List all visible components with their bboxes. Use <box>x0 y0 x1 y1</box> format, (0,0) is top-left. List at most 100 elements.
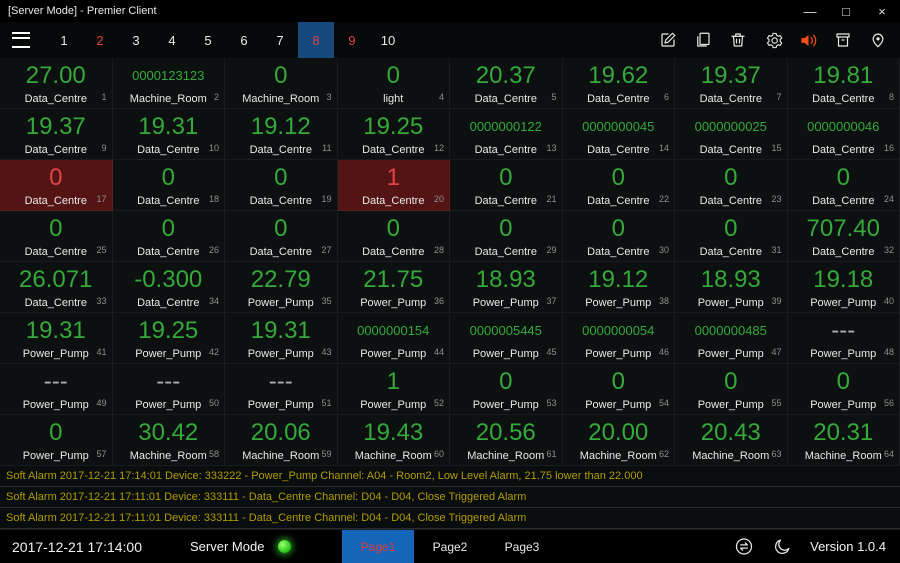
grid-cell-25[interactable]: 0 Data_Centre 25 <box>0 211 113 262</box>
maximize-button[interactable]: □ <box>842 3 850 19</box>
toolbar-page-9[interactable]: 9 <box>348 32 356 48</box>
delete-icon[interactable] <box>728 30 748 50</box>
grid-cell-8[interactable]: 19.81 Data_Centre 8 <box>787 58 900 109</box>
grid-cell-21[interactable]: 0 Data_Centre 21 <box>450 160 563 211</box>
grid-cell-33[interactable]: 26.071 Data_Centre 33 <box>0 262 113 313</box>
grid-cell-29[interactable]: 0 Data_Centre 29 <box>450 211 563 262</box>
moon-icon[interactable] <box>772 537 792 557</box>
grid-cell-63[interactable]: 20.43 Machine_Room 63 <box>675 415 788 466</box>
grid-cell-64[interactable]: 20.31 Machine_Room 64 <box>787 415 900 466</box>
grid-cell-42[interactable]: 19.25 Power_Pump 42 <box>112 313 225 364</box>
grid-cell-57[interactable]: 0 Power_Pump 57 <box>0 415 113 466</box>
document-icon[interactable] <box>693 30 713 50</box>
grid-cell-5[interactable]: 20.37 Data_Centre 5 <box>450 58 563 109</box>
cell-value: 0 <box>161 215 175 242</box>
toolbar-page-2[interactable]: 2 <box>96 32 104 48</box>
grid-cell-47[interactable]: 0000000485 Power_Pump 47 <box>675 313 788 364</box>
alarm-message[interactable]: Soft Alarm 2017-12-21 17:11:01 Device: 3… <box>0 508 900 529</box>
cell-value: 0 <box>49 215 63 242</box>
grid-cell-37[interactable]: 18.93 Power_Pump 37 <box>450 262 563 313</box>
grid-cell-53[interactable]: 0 Power_Pump 53 <box>450 364 563 415</box>
grid-cell-24[interactable]: 0 Data_Centre 24 <box>787 160 900 211</box>
grid-cell-61[interactable]: 20.56 Machine_Room 61 <box>450 415 563 466</box>
grid-cell-35[interactable]: 22.79 Power_Pump 35 <box>225 262 338 313</box>
grid-cell-46[interactable]: 0000000054 Power_Pump 46 <box>562 313 675 364</box>
cell-value: 19.18 <box>813 266 874 293</box>
grid-cell-28[interactable]: 0 Data_Centre 28 <box>337 211 450 262</box>
grid-cell-48[interactable]: --- Power_Pump 48 <box>787 313 900 364</box>
grid-cell-38[interactable]: 19.12 Power_Pump 38 <box>562 262 675 313</box>
settings-icon[interactable] <box>763 30 783 50</box>
tab-page1[interactable]: Page1 <box>342 530 414 563</box>
grid-cell-45[interactable]: 0000005445 Power_Pump 45 <box>450 313 563 364</box>
toolbar-page-6[interactable]: 6 <box>240 32 248 48</box>
minimize-button[interactable]: — <box>803 3 817 19</box>
toolbar-page-7[interactable]: 7 <box>276 32 284 48</box>
cell-value: 20.43 <box>700 419 761 446</box>
grid-cell-19[interactable]: 0 Data_Centre 19 <box>225 160 338 211</box>
grid-cell-1[interactable]: 27.00 Data_Centre 1 <box>0 58 113 109</box>
grid-cell-36[interactable]: 21.75 Power_Pump 36 <box>337 262 450 313</box>
grid-cell-31[interactable]: 0 Data_Centre 31 <box>675 211 788 262</box>
grid-cell-14[interactable]: 0000000045 Data_Centre 14 <box>562 109 675 160</box>
toolbar-page-10[interactable]: 10 <box>380 32 396 48</box>
grid-cell-43[interactable]: 19.31 Power_Pump 43 <box>225 313 338 364</box>
grid-cell-26[interactable]: 0 Data_Centre 26 <box>112 211 225 262</box>
grid-cell-60[interactable]: 19.43 Machine_Room 60 <box>337 415 450 466</box>
grid-cell-41[interactable]: 19.31 Power_Pump 41 <box>0 313 113 364</box>
hamburger-icon[interactable] <box>12 32 30 48</box>
grid-cell-49[interactable]: --- Power_Pump 49 <box>0 364 113 415</box>
tab-page3[interactable]: Page3 <box>504 539 540 554</box>
grid-cell-15[interactable]: 0000000025 Data_Centre 15 <box>675 109 788 160</box>
cell-value: 0 <box>274 215 288 242</box>
grid-cell-58[interactable]: 30.42 Machine_Room 58 <box>112 415 225 466</box>
grid-cell-51[interactable]: --- Power_Pump 51 <box>225 364 338 415</box>
grid-cell-16[interactable]: 0000000046 Data_Centre 16 <box>787 109 900 160</box>
bin-icon[interactable] <box>833 30 853 50</box>
grid-cell-32[interactable]: 707.40 Data_Centre 32 <box>787 211 900 262</box>
grid-cell-23[interactable]: 0 Data_Centre 23 <box>675 160 788 211</box>
grid-cell-7[interactable]: 19.37 Data_Centre 7 <box>675 58 788 109</box>
grid-cell-6[interactable]: 19.62 Data_Centre 6 <box>562 58 675 109</box>
grid-cell-52[interactable]: 1 Power_Pump 52 <box>337 364 450 415</box>
grid-cell-50[interactable]: --- Power_Pump 50 <box>112 364 225 415</box>
grid-cell-30[interactable]: 0 Data_Centre 30 <box>562 211 675 262</box>
grid-cell-40[interactable]: 19.18 Power_Pump 40 <box>787 262 900 313</box>
edit-icon[interactable] <box>658 30 678 50</box>
toolbar-page-5[interactable]: 5 <box>204 32 212 48</box>
grid-cell-4[interactable]: 0 light 4 <box>337 58 450 109</box>
grid-cell-13[interactable]: 0000000122 Data_Centre 13 <box>450 109 563 160</box>
location-icon[interactable] <box>868 30 888 50</box>
toolbar-page-3[interactable]: 3 <box>132 32 140 48</box>
tab-page2[interactable]: Page2 <box>432 539 468 554</box>
cell-index: 64 <box>883 449 894 459</box>
sync-icon[interactable] <box>734 537 754 557</box>
grid-cell-3[interactable]: 0 Machine_Room 3 <box>225 58 338 109</box>
grid-cell-27[interactable]: 0 Data_Centre 27 <box>225 211 338 262</box>
grid-cell-20[interactable]: 1 Data_Centre 20 <box>337 160 450 211</box>
grid-cell-17[interactable]: 0 Data_Centre 17 <box>0 160 113 211</box>
grid-cell-34[interactable]: -0.300 Data_Centre 34 <box>112 262 225 313</box>
grid-cell-39[interactable]: 18.93 Power_Pump 39 <box>675 262 788 313</box>
grid-cell-22[interactable]: 0 Data_Centre 22 <box>562 160 675 211</box>
grid-cell-11[interactable]: 19.12 Data_Centre 11 <box>225 109 338 160</box>
toolbar-page-1[interactable]: 1 <box>60 32 68 48</box>
grid-cell-54[interactable]: 0 Power_Pump 54 <box>562 364 675 415</box>
alarm-message[interactable]: Soft Alarm 2017-12-21 17:11:01 Device: 3… <box>0 487 900 508</box>
alarm-message[interactable]: Soft Alarm 2017-12-21 17:14:01 Device: 3… <box>0 466 900 487</box>
grid-cell-55[interactable]: 0 Power_Pump 55 <box>675 364 788 415</box>
cell-label: Power_Pump <box>22 399 89 411</box>
grid-cell-10[interactable]: 19.31 Data_Centre 10 <box>112 109 225 160</box>
toolbar-page-4[interactable]: 4 <box>168 32 176 48</box>
grid-cell-44[interactable]: 0000000154 Power_Pump 44 <box>337 313 450 364</box>
speaker-icon[interactable] <box>798 30 818 50</box>
toolbar-page-8[interactable]: 8 <box>298 22 334 58</box>
grid-cell-62[interactable]: 20.00 Machine_Room 62 <box>562 415 675 466</box>
close-button[interactable]: × <box>878 3 886 19</box>
grid-cell-9[interactable]: 19.37 Data_Centre 9 <box>0 109 113 160</box>
grid-cell-18[interactable]: 0 Data_Centre 18 <box>112 160 225 211</box>
grid-cell-2[interactable]: 0000123123 Machine_Room 2 <box>112 58 225 109</box>
grid-cell-12[interactable]: 19.25 Data_Centre 12 <box>337 109 450 160</box>
grid-cell-59[interactable]: 20.06 Machine_Room 59 <box>225 415 338 466</box>
grid-cell-56[interactable]: 0 Power_Pump 56 <box>787 364 900 415</box>
